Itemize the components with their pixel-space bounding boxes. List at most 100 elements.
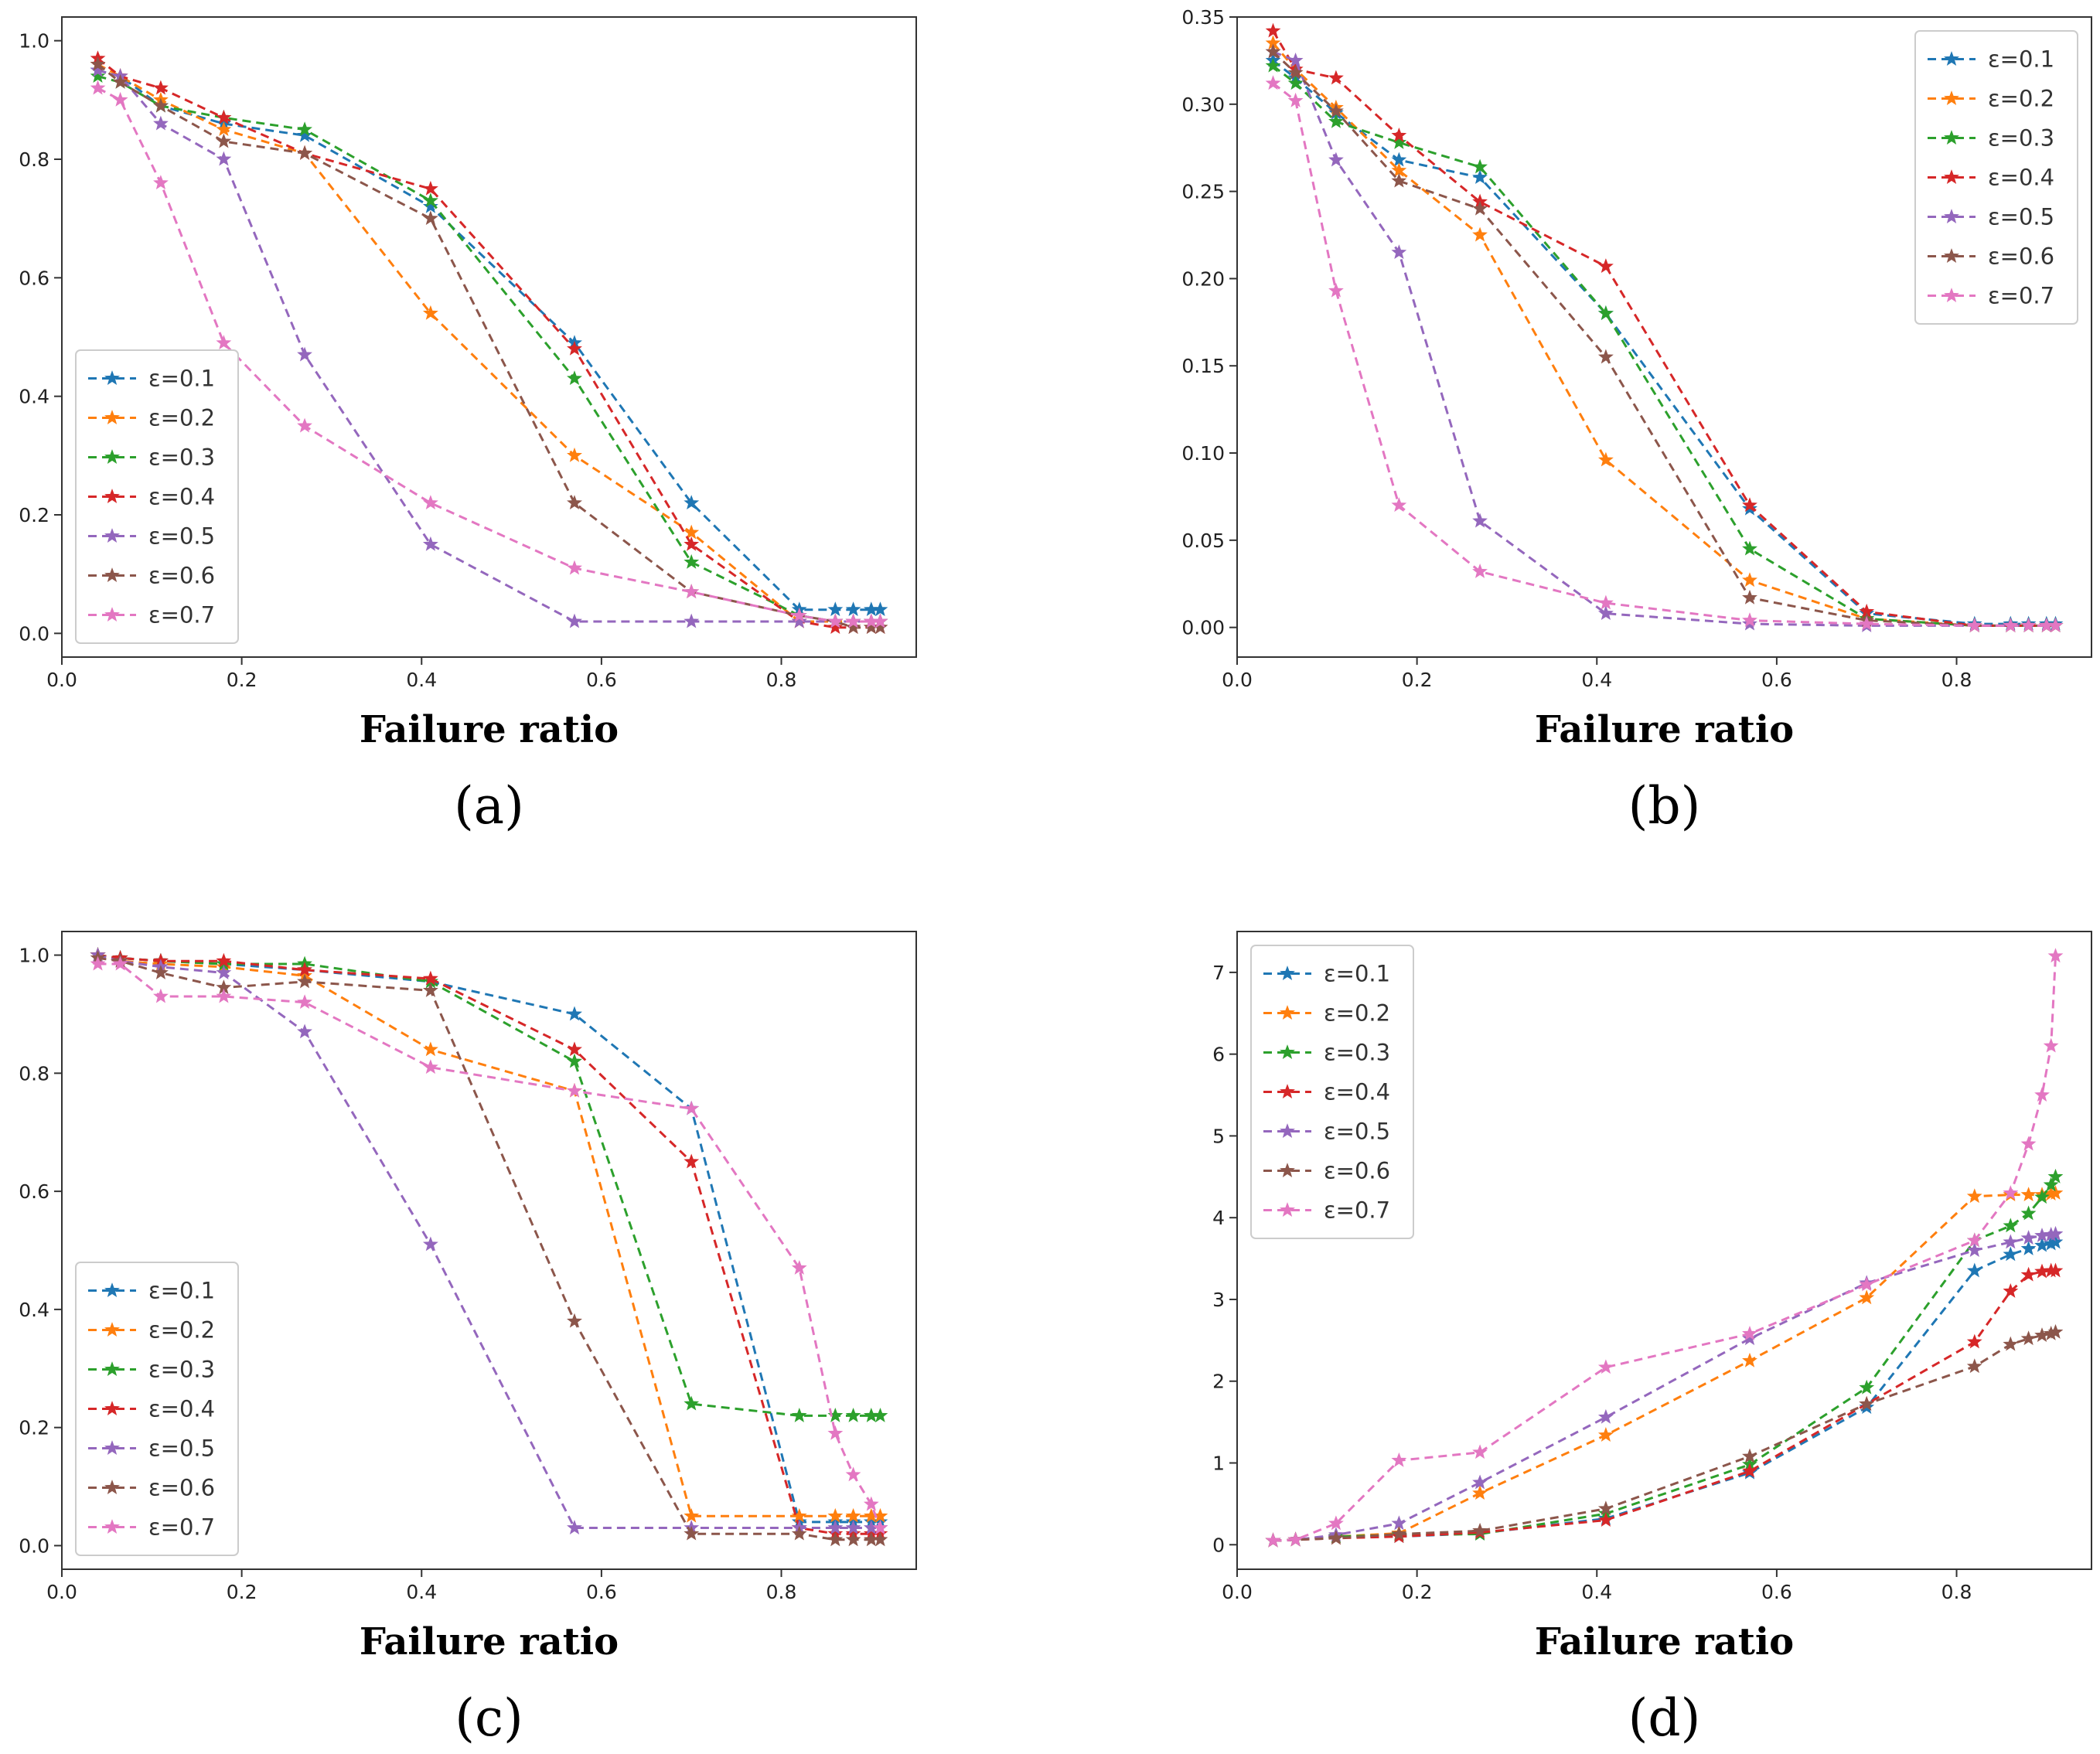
data-point <box>845 619 861 635</box>
data-point <box>2020 1330 2037 1346</box>
data-point <box>684 584 700 599</box>
y-tick-label: 0.10 <box>1181 442 1225 465</box>
legend-marker <box>1944 288 1959 302</box>
data-point <box>1287 1531 1304 1547</box>
x-tick-label: 0.0 <box>1222 1581 1253 1603</box>
legend-marker <box>104 1322 120 1337</box>
legend-item: ε=0.6 <box>1263 1158 1390 1184</box>
data-point <box>2047 1185 2064 1200</box>
legend-label: ε=0.5 <box>148 1436 215 1462</box>
data-point <box>567 340 582 356</box>
data-point <box>1391 244 1407 260</box>
legend-marker <box>104 528 120 543</box>
data-point <box>112 73 128 89</box>
x-tick-label: 0.0 <box>46 669 77 691</box>
y-tick-label: 4 <box>1212 1207 1225 1229</box>
data-point <box>1472 200 1488 216</box>
data-point <box>1287 64 1304 80</box>
data-point <box>297 973 312 989</box>
legend-label: ε=0.4 <box>148 1396 215 1422</box>
legend-marker <box>104 449 120 464</box>
x-tick-label: 0.6 <box>586 669 617 691</box>
legend-label: ε=0.5 <box>148 523 215 550</box>
data-point <box>1328 282 1344 298</box>
legend-item: ε=0.1 <box>1928 46 2054 73</box>
legend-item: ε=0.2 <box>1263 1000 1390 1027</box>
data-point <box>2047 1262 2064 1278</box>
data-point <box>153 97 169 113</box>
data-point <box>1265 22 1281 38</box>
x-tick-label: 0.2 <box>1402 1581 1433 1603</box>
data-point <box>1859 1289 1875 1305</box>
data-point <box>2047 1234 2064 1249</box>
data-point <box>112 955 128 971</box>
data-point <box>1391 127 1407 142</box>
data-point <box>1966 1242 1982 1257</box>
legend-label: ε=0.5 <box>1988 204 2054 230</box>
data-point <box>1597 349 1614 364</box>
data-point <box>1391 497 1407 513</box>
data-point <box>827 1507 844 1523</box>
data-point <box>2003 617 2019 632</box>
data-point <box>1328 70 1344 85</box>
y-tick-label: 0 <box>1212 1534 1225 1556</box>
data-point <box>1472 513 1488 528</box>
data-point <box>1328 1530 1344 1545</box>
legend-item: ε=0.3 <box>88 444 215 471</box>
data-point <box>1265 57 1281 73</box>
data-point <box>567 1082 582 1098</box>
data-point <box>1742 497 1757 513</box>
legend-label: ε=0.5 <box>1324 1119 1390 1145</box>
x-tick-label: 0.8 <box>766 1581 797 1603</box>
data-point <box>1328 113 1344 128</box>
x-tick-label: 0.4 <box>406 669 437 691</box>
data-point <box>297 121 312 137</box>
x-axis-title: Failure ratio <box>360 708 619 751</box>
data-point <box>827 601 844 617</box>
data-point <box>422 305 438 320</box>
legend-item: ε=0.2 <box>1928 86 2054 112</box>
data-point <box>1265 43 1281 59</box>
data-point <box>1328 152 1344 167</box>
chart-panel-c: 0.0 0.2 0.4 0.6 0.8 0.0 0.2 0.4 0.6 0.8 1.0 Failure… <box>19 931 917 1748</box>
data-point <box>422 495 438 510</box>
data-point <box>1287 52 1304 67</box>
x-tick-label: 0.4 <box>406 1581 437 1603</box>
x-tick-label: 0.4 <box>1581 669 1612 691</box>
legend-marker <box>1280 1044 1295 1059</box>
data-point <box>1859 1395 1875 1411</box>
data-point <box>153 965 169 979</box>
data-point <box>2047 1323 2064 1339</box>
data-point <box>1597 1512 1614 1527</box>
legend-item: ε=0.6 <box>88 1475 215 1501</box>
legend-item: ε=0.3 <box>88 1357 215 1383</box>
panel-label: (c) <box>455 1688 523 1748</box>
legend-marker <box>104 567 120 582</box>
data-point <box>422 192 438 208</box>
y-tick-label: 7 <box>1212 962 1225 984</box>
data-point <box>845 1520 861 1534</box>
data-point <box>216 952 232 968</box>
y-tick-label: 2 <box>1212 1371 1225 1393</box>
data-point <box>567 613 582 628</box>
data-point <box>845 601 861 617</box>
data-point <box>1391 1526 1407 1541</box>
series-e07 <box>1265 75 2064 632</box>
data-point <box>1859 615 1875 631</box>
y-tick-label: 0.8 <box>19 1062 49 1085</box>
legend-item: ε=0.5 <box>1263 1119 1390 1145</box>
legend-label: ε=0.6 <box>148 563 215 589</box>
data-point <box>791 1407 807 1422</box>
data-point <box>297 962 312 977</box>
data-point <box>153 175 169 190</box>
legend-label: ε=0.1 <box>148 1278 215 1304</box>
y-tick-label: 0.2 <box>19 1417 49 1439</box>
data-point <box>216 151 232 166</box>
data-point <box>791 1259 807 1275</box>
y-tick-label: 0.05 <box>1181 530 1225 552</box>
y-tick-label: 0.4 <box>19 1299 49 1321</box>
legend: ε=0.1 ε=0.2 ε=0.3 ε=0.4 ε=0.5 ε=0.6 ε=0.7 <box>1914 30 2078 325</box>
data-point <box>2003 1185 2019 1200</box>
data-point <box>112 91 128 107</box>
legend-label: ε=0.1 <box>1988 46 2054 73</box>
